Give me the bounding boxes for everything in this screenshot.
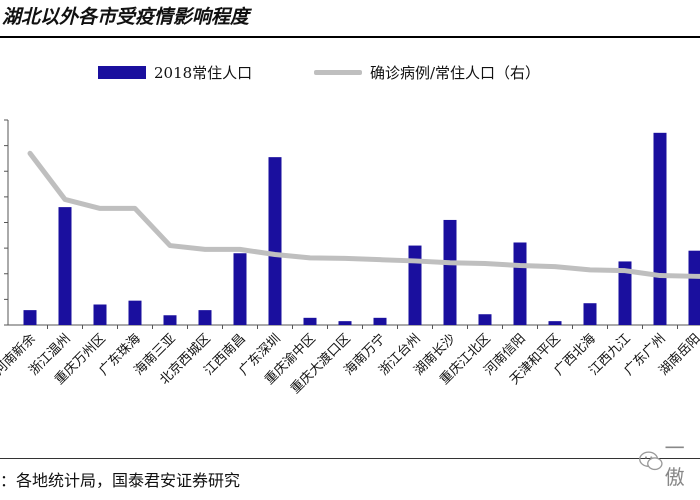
bar-重庆大渡口区	[338, 321, 352, 325]
line-series	[27, 150, 700, 279]
legend-swatch-bar	[98, 66, 146, 79]
x-tick-label: 重庆大渡口区	[287, 331, 353, 397]
bar-河南信阳	[513, 242, 527, 325]
bar-天津和平区	[548, 321, 562, 325]
legend-swatch-line	[314, 70, 362, 75]
chart-plot: 河南新余浙江温州重庆万州区广东珠海海南三亚北京西城区江西南昌广东深圳重庆渝中区重…	[0, 119, 700, 397]
bar-广东珠海	[128, 300, 142, 325]
chart-title: 湖北以外各市受疫情影响程度	[2, 6, 250, 28]
legend-item-population: 2018常住人口	[98, 62, 252, 83]
bar-重庆万州区	[93, 304, 107, 325]
bar-重庆江北区	[478, 314, 492, 325]
bar-广西北海	[583, 303, 597, 325]
wechat-watermark: 一傲	[638, 436, 700, 489]
bar-北京西城区	[198, 310, 212, 325]
legend-label-ratio: 确诊病例/常住人口（右）	[370, 64, 541, 82]
wechat-icon	[639, 451, 663, 471]
ratio-line	[27, 150, 700, 279]
bar-江西南昌	[233, 253, 247, 325]
bar-河南新余	[23, 310, 37, 325]
bar-海南万宁	[373, 317, 387, 325]
footer-divider	[0, 458, 700, 459]
x-axis-labels: 河南新余浙江温州重庆万州区广东珠海海南三亚北京西城区江西南昌广东深圳重庆渝中区重…	[0, 325, 700, 397]
y-axis-ticks	[4, 119, 8, 326]
source-note: ：各地统计局，国泰君安证券研究	[0, 471, 241, 490]
watermark-text: 一傲	[664, 436, 685, 489]
bar-江西九江	[618, 261, 632, 325]
bar-广东广州	[653, 132, 667, 325]
bar-湖南长沙	[443, 219, 457, 325]
chart-legend: 2018常住人口 确诊病例/常住人口（右）	[0, 62, 700, 86]
legend-item-ratio: 确诊病例/常住人口（右）	[314, 62, 540, 83]
bar-series	[23, 132, 700, 325]
bar-广东深圳	[268, 157, 282, 325]
bar-浙江台州	[408, 245, 422, 325]
bar-浙江温州	[58, 207, 72, 325]
bar-海南三亚	[163, 315, 177, 325]
bar-重庆渝中区	[303, 317, 317, 325]
legend-label-population: 2018常住人口	[154, 64, 253, 82]
bar-湖南岳阳	[688, 250, 700, 325]
title-divider	[0, 36, 700, 38]
